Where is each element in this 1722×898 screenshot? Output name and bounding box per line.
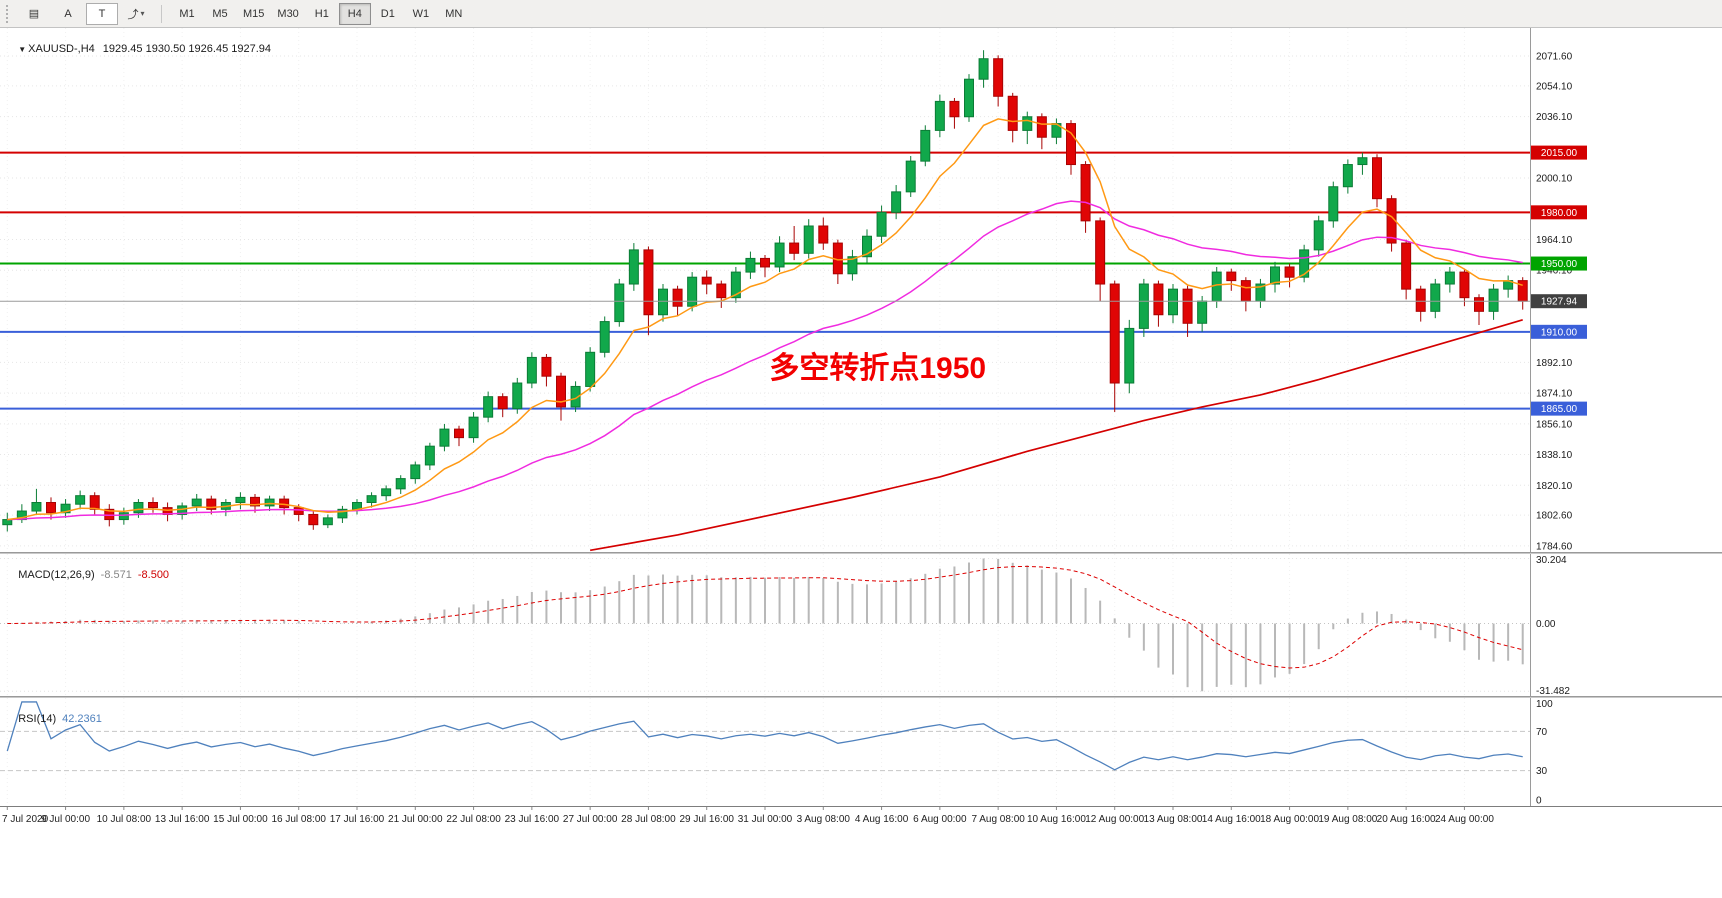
svg-text:10 Aug 16:00: 10 Aug 16:00 <box>1027 814 1086 825</box>
panel-divider[interactable] <box>0 696 1722 698</box>
svg-text:14 Aug 16:00: 14 Aug 16:00 <box>1202 814 1261 825</box>
svg-text:1820.10: 1820.10 <box>1536 481 1573 492</box>
svg-text:30: 30 <box>1536 766 1548 777</box>
svg-text:1950.00: 1950.00 <box>1541 259 1578 270</box>
price-chart-canvas[interactable]: 多空转折点1950 2071.60 2054.10 2036.10 2000.10 196… <box>0 28 1722 552</box>
svg-text:2071.60: 2071.60 <box>1536 51 1573 62</box>
svg-text:20 Aug 16:00: 20 Aug 16:00 <box>1377 814 1436 825</box>
svg-text:9 Jul 00:00: 9 Jul 00:00 <box>41 814 90 825</box>
svg-text:24 Aug 00:00: 24 Aug 00:00 <box>1435 814 1494 825</box>
top-toolbar: ▤ A T ⤴ ▾ M1 M5 M15 M30 H1 H4 D1 W1 MN <box>0 0 1722 28</box>
svg-text:0.00: 0.00 <box>1536 619 1556 630</box>
svg-text:1874.10: 1874.10 <box>1536 389 1573 400</box>
svg-text:21 Jul 00:00: 21 Jul 00:00 <box>388 814 443 825</box>
caret-down-icon: ▾ <box>140 9 145 18</box>
svg-text:1980.00: 1980.00 <box>1541 208 1578 219</box>
svg-text:23 Jul 16:00: 23 Jul 16:00 <box>505 814 560 825</box>
macd-canvas[interactable]: 30.204 0.00 -31.482 <box>0 554 1722 697</box>
timeframe-m15-button[interactable]: M15 <box>243 7 265 20</box>
svg-text:22 Jul 08:00: 22 Jul 08:00 <box>446 814 501 825</box>
svg-text:3 Aug 08:00: 3 Aug 08:00 <box>797 814 851 825</box>
timeframe-mn-button[interactable]: MN <box>445 7 463 20</box>
price-chart-panel[interactable]: 多空转折点1950 2071.60 2054.10 2036.10 2000.10 196… <box>0 28 1722 552</box>
rsi-canvas[interactable]: 100 70 30 0 <box>0 698 1722 807</box>
svg-text:13 Jul 16:00: 13 Jul 16:00 <box>155 814 210 825</box>
svg-text:100: 100 <box>1536 699 1553 710</box>
svg-text:13 Aug 08:00: 13 Aug 08:00 <box>1144 814 1203 825</box>
timeframe-h1-button[interactable]: H1 <box>314 7 329 20</box>
svg-text:4 Aug 16:00: 4 Aug 16:00 <box>855 814 909 825</box>
svg-text:多空转折点1950: 多空转折点1950 <box>769 352 986 385</box>
svg-text:1910.00: 1910.00 <box>1541 327 1578 338</box>
svg-text:18 Aug 00:00: 18 Aug 00:00 <box>1260 814 1319 825</box>
rsi-panel[interactable]: 100 70 30 0 RSI(14) 42.2361 <box>0 698 1722 807</box>
price-axis[interactable] <box>1530 28 1722 552</box>
svg-text:1838.10: 1838.10 <box>1536 450 1573 461</box>
timeframe-h4-button[interactable]: H4 <box>338 2 371 25</box>
svg-text:12 Aug 00:00: 12 Aug 00:00 <box>1085 814 1144 825</box>
svg-text:70: 70 <box>1536 727 1548 738</box>
toolbar-separator <box>161 4 162 23</box>
svg-text:0: 0 <box>1536 796 1542 806</box>
svg-text:1927.94: 1927.94 <box>1541 297 1578 308</box>
svg-text:7 Aug 08:00: 7 Aug 08:00 <box>971 814 1025 825</box>
indicator-arrow-icon: ⤴ <box>127 8 139 21</box>
timeframe-m30-button[interactable]: M30 <box>277 7 299 20</box>
svg-text:2015.00: 2015.00 <box>1541 148 1578 159</box>
svg-text:6 Aug 00:00: 6 Aug 00:00 <box>913 814 967 825</box>
timeframe-button-group: M1 M5 M15 M30 H1 H4 D1 W1 MN <box>171 2 470 25</box>
svg-text:1892.10: 1892.10 <box>1536 358 1573 369</box>
indicators-dropdown-button[interactable]: ⤴ ▾ <box>120 3 152 25</box>
svg-text:10 Jul 08:00: 10 Jul 08:00 <box>97 814 152 825</box>
svg-text:1802.60: 1802.60 <box>1536 511 1573 522</box>
pointer-tool-button[interactable]: A <box>64 7 72 20</box>
svg-text:27 Jul 00:00: 27 Jul 00:00 <box>563 814 618 825</box>
panel-divider[interactable] <box>0 552 1722 554</box>
svg-text:31 Jul 00:00: 31 Jul 00:00 <box>738 814 793 825</box>
svg-text:28 Jul 08:00: 28 Jul 08:00 <box>621 814 676 825</box>
macd-panel[interactable]: 30.204 0.00 -31.482 MACD(12,26,9) -8.571 -8.… <box>0 554 1722 697</box>
svg-text:2054.10: 2054.10 <box>1536 81 1573 92</box>
svg-text:-31.482: -31.482 <box>1536 686 1570 696</box>
svg-text:7 Jul 2020: 7 Jul 2020 <box>2 814 49 825</box>
svg-text:29 Jul 16:00: 29 Jul 16:00 <box>679 814 734 825</box>
svg-text:1856.10: 1856.10 <box>1536 419 1573 430</box>
svg-text:19 Aug 08:00: 19 Aug 08:00 <box>1318 814 1377 825</box>
toolbar-grip[interactable] <box>6 4 12 23</box>
svg-text:15 Jul 00:00: 15 Jul 00:00 <box>213 814 268 825</box>
svg-text:1784.60: 1784.60 <box>1536 541 1573 552</box>
timeframe-d1-button[interactable]: D1 <box>380 7 395 20</box>
text-tool-button[interactable]: T <box>86 2 118 25</box>
timeframe-w1-button[interactable]: W1 <box>412 7 430 20</box>
timeframe-m1-button[interactable]: M1 <box>179 7 195 20</box>
svg-text:16 Jul 08:00: 16 Jul 08:00 <box>271 814 326 825</box>
svg-text:1865.00: 1865.00 <box>1541 404 1578 415</box>
svg-text:1946.10: 1946.10 <box>1536 266 1573 277</box>
svg-text:1964.10: 1964.10 <box>1536 235 1573 246</box>
timeframe-m5-button[interactable]: M5 <box>212 7 228 20</box>
svg-text:17 Jul 16:00: 17 Jul 16:00 <box>330 814 385 825</box>
svg-text:2000.10: 2000.10 <box>1536 174 1573 185</box>
svg-text:2036.10: 2036.10 <box>1536 112 1573 123</box>
svg-text:30.204: 30.204 <box>1536 555 1567 566</box>
time-axis[interactable]: 7 Jul 2020 9 Jul 00:00 10 Jul 08:00 13 Jul … <box>0 806 1722 831</box>
chart-window-icon[interactable]: ▤ <box>28 8 40 20</box>
